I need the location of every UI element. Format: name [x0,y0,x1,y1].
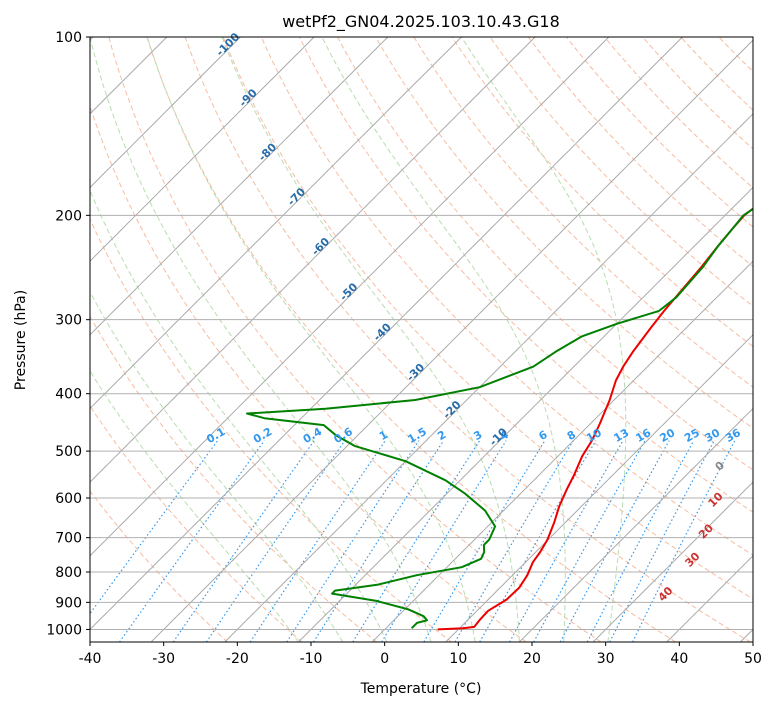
dry-adiabat-line [757,37,775,642]
x-tick-label: -30 [152,651,175,667]
y-tick-label: 200 [55,208,82,224]
y-tick-label: 300 [55,313,82,329]
y-axis-label: Pressure (hPa) [13,290,29,390]
y-tick-label: 800 [55,565,82,581]
x-axis-label: Temperature (°C) [360,681,482,697]
y-tick-label: 500 [55,444,82,460]
chart-title: wetPf2_GN04.2025.103.10.43.G18 [282,12,560,32]
x-tick-label: -40 [79,651,102,667]
y-tick-label: 700 [55,531,82,547]
plot-background [90,37,753,642]
y-tick-label: 100 [55,30,82,46]
x-tick-label: 40 [670,651,688,667]
x-tick-label: 50 [744,651,762,667]
y-tick-label: 900 [55,595,82,611]
x-tick-label: -10 [300,651,323,667]
x-tick-label: 30 [597,651,615,667]
x-tick-label: 10 [449,651,467,667]
y-tick-label: 1000 [46,622,82,638]
x-tick-label: -20 [226,651,249,667]
x-tick-label: 20 [523,651,541,667]
x-tick-label: 0 [380,651,389,667]
y-tick-label: 400 [55,387,82,403]
y-tick-label: 600 [55,491,82,507]
